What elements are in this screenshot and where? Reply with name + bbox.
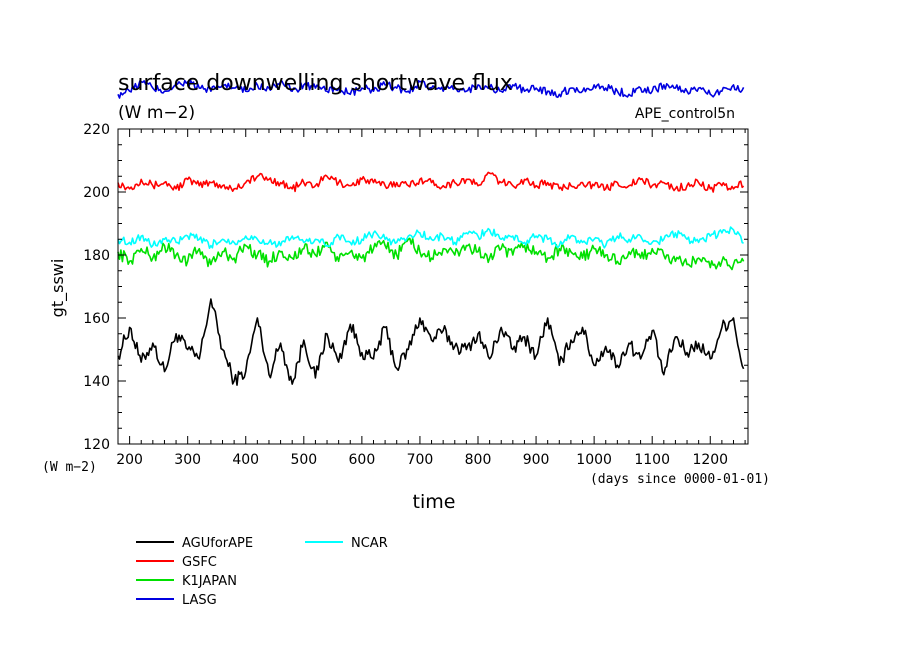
legend-label-gsfc: GSFC [182, 555, 217, 570]
legend-label-ncar: NCAR [351, 536, 388, 551]
ticks-layer: 200 300 400 500 600 700 800 900 1000 1100 1200 120 1… [83, 122, 748, 468]
legend-label-k1japan: K1JAPAN [182, 574, 237, 589]
x-tick-label: 800 [465, 452, 492, 468]
legend-label-lasg: LASG [182, 593, 217, 608]
y-axis-label: gt_sswi [48, 259, 68, 318]
series-line-k1japan [117, 237, 745, 271]
x-tick-label: 1000 [576, 452, 612, 468]
x-tick-label: 1200 [692, 452, 728, 468]
x-tick-label: 300 [174, 452, 201, 468]
series-line-ncar [117, 226, 744, 249]
chart-units: (W m−2) [118, 103, 195, 123]
y-tick-label: 200 [83, 185, 110, 201]
plot-frame [117, 128, 749, 445]
y-tick-label: 180 [83, 248, 110, 264]
y-tick-label: 160 [83, 311, 110, 327]
series-line-gsfc [117, 171, 745, 193]
series-line-lasg [117, 79, 745, 99]
x-tick-label: 700 [407, 452, 434, 468]
y-tick-label: 120 [83, 437, 110, 453]
x-tick-label: 200 [116, 452, 143, 468]
y-tick-label: 220 [83, 122, 110, 138]
x-tick-label: 400 [232, 452, 259, 468]
chart-title: surface downwelling shortwave flux [118, 71, 513, 96]
x-tick-label: 900 [523, 452, 550, 468]
series-layer [117, 79, 745, 386]
y-tick-label: 140 [83, 374, 110, 390]
y-units-label: (W m−2) [42, 460, 97, 475]
legend-label-aguforape: AGUforAPE [182, 536, 253, 551]
x-tick-label: 1100 [634, 452, 670, 468]
experiment-label: APE_control5n [635, 106, 735, 122]
x-tick-label: 500 [290, 452, 317, 468]
x-tick-label: 600 [349, 452, 376, 468]
x-axis-label: time [413, 491, 456, 513]
legend: AGUforAPE GSFC K1JAPAN LASG NCAR [136, 536, 388, 608]
series-line-aguforape [117, 298, 745, 386]
x-units-label: (days since 0000-01-01) [590, 472, 770, 487]
